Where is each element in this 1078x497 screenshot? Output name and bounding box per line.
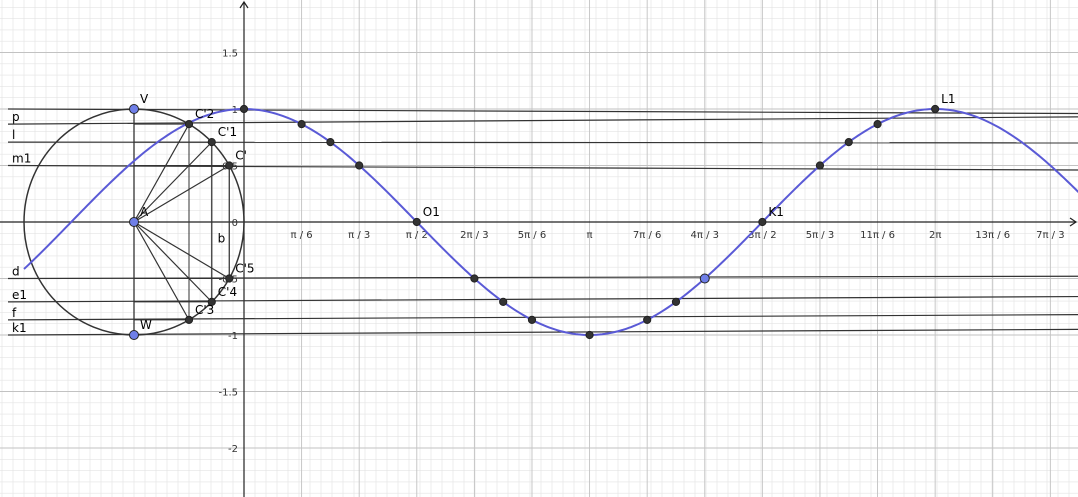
circle-point: [225, 161, 234, 170]
circle-point: [207, 297, 216, 306]
point-label: C'3: [195, 303, 214, 317]
line-label: m1: [12, 152, 31, 166]
y-tick-label: 0: [232, 218, 238, 229]
point-label: C'4: [218, 285, 237, 299]
line-label: p: [12, 110, 20, 124]
curve-point: [758, 217, 767, 227]
curve-point: [844, 138, 853, 147]
circle-point: [129, 330, 139, 340]
radius-segment: [133, 221, 230, 280]
radius-segment: [133, 141, 213, 223]
curve-point: [297, 120, 306, 129]
point-label: C': [235, 149, 247, 163]
curve-point: [699, 273, 710, 284]
x-tick-label: π: [587, 230, 593, 241]
curve-point: [470, 274, 479, 283]
horizontal-line: [7, 314, 1078, 321]
circle-point: [129, 217, 139, 227]
x-axis-tick-labels: π / 6 π / 3 π / 2 2π / 3 5π / 6 π 7π / 6 4π / 3…: [291, 230, 1065, 241]
circle-point: [225, 274, 234, 283]
curve-point: [527, 315, 537, 324]
circle-point: [184, 315, 194, 324]
x-tick-label: π / 3: [348, 230, 370, 241]
curve-point: [412, 217, 421, 227]
line-label: f: [12, 306, 17, 320]
point-label: C'2: [195, 107, 214, 121]
x-tick-label: 4π / 3: [691, 230, 719, 241]
circle-point: [184, 120, 194, 129]
points: [129, 104, 940, 340]
point-label: W: [140, 318, 152, 332]
x-tick-label: 2π / 3: [460, 230, 488, 241]
curve-point: [931, 104, 940, 114]
point-label: K1: [768, 205, 784, 219]
curve-point: [643, 315, 652, 324]
curve-point: [873, 120, 882, 129]
curve-point: [585, 330, 594, 340]
curve-point: [355, 161, 364, 170]
x-tick-label: 13π / 6: [975, 230, 1010, 241]
x-tick-label: 3π / 2: [748, 230, 776, 241]
point-label: A: [140, 205, 149, 219]
line-label: d: [12, 265, 20, 279]
curve-point: [326, 138, 335, 147]
point-label: C'5: [235, 262, 254, 276]
horizontal-line: [7, 108, 1078, 115]
radius-segment: [133, 221, 190, 321]
x-tick-label: 2π: [929, 230, 941, 241]
segment-label: b: [218, 231, 226, 245]
y-tick-label: -2: [228, 444, 238, 455]
point-label: C'1: [218, 125, 237, 139]
point-label: O1: [423, 205, 440, 219]
x-axis-arrow: [1069, 217, 1078, 227]
horizontal-line: [7, 328, 1078, 336]
x-tick-label: 11π / 6: [860, 230, 895, 241]
point-label: L1: [941, 92, 955, 106]
curve-point: [815, 161, 825, 170]
circle-point: [129, 104, 139, 114]
point-label: V: [140, 92, 149, 106]
cosine-curve-path: [23, 107, 1078, 337]
x-tick-label: 7π / 3: [1036, 230, 1064, 241]
curve-point: [499, 297, 508, 306]
radius-segment: [133, 221, 213, 303]
x-tick-label: π / 2: [406, 230, 428, 241]
object-labels: A V W C'2 C'1 C' C'5 C'4 C'3 O1 K1 L1 pl m1 d e1 fk1 b: [12, 92, 955, 335]
y-tick-label: -1.5: [218, 388, 238, 399]
x-tick-label: π / 6: [291, 230, 313, 241]
radius-segment: [133, 123, 190, 223]
x-tick-label: 5π / 6: [518, 230, 546, 241]
line-label: e1: [12, 288, 27, 302]
x-tick-label: 7π / 6: [633, 230, 661, 241]
radius-segment: [133, 164, 230, 223]
y-tick-label: -1: [228, 331, 238, 342]
y-axis-arrow: [239, 0, 249, 9]
curve-point: [671, 297, 681, 306]
horizontal-line: [7, 295, 1078, 303]
circle-point: [207, 138, 216, 147]
line-label: k1: [12, 321, 27, 335]
x-tick-label: 5π / 3: [806, 230, 834, 241]
cosine-curve: [23, 107, 1078, 337]
y-tick-label: 1.5: [222, 49, 238, 60]
line-label: l: [12, 128, 15, 142]
curve-point: [239, 104, 249, 114]
horizontal-line: [7, 164, 1078, 171]
